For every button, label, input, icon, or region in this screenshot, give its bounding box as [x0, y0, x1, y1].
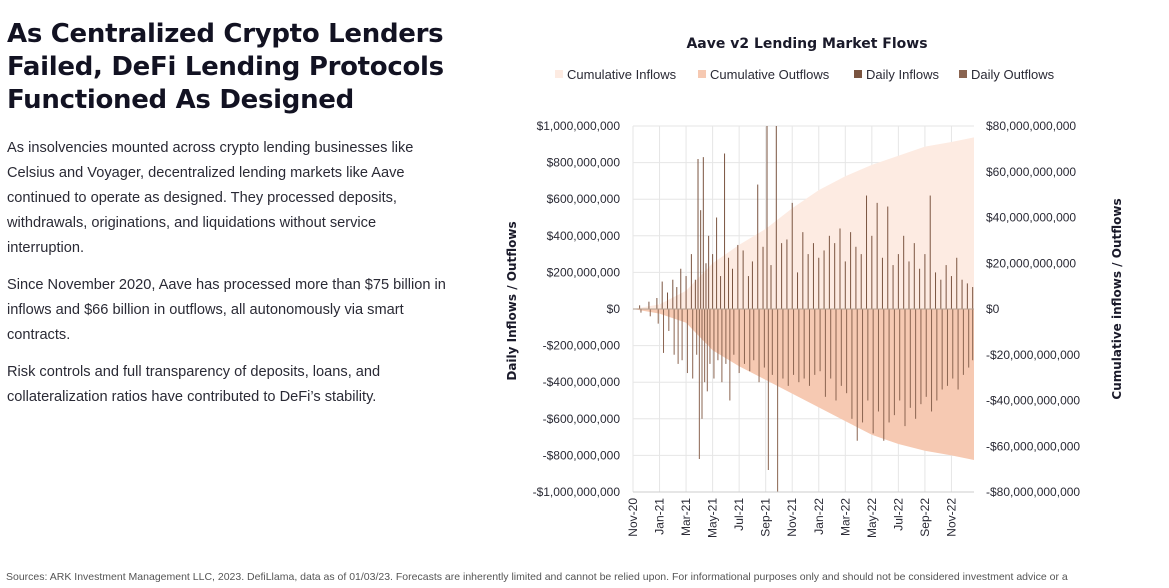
legend-label-daily-inflows: Daily Inflows: [866, 67, 939, 82]
y-right-tick-label: $60,000,000,000: [986, 165, 1076, 179]
flows-chart: Aave v2 Lending Market Flows Cumulative …: [505, 36, 1124, 538]
y-right-axis-label: Cumulative inflows / Outflows: [1110, 198, 1124, 399]
cumulative-inflows-area: [633, 137, 974, 309]
x-tick-label: Mar-21: [679, 498, 693, 536]
x-tick-label: Mar-22: [838, 498, 852, 536]
y-left-tick-label: -$800,000,000: [543, 448, 621, 462]
y-right-tick-label: -$20,000,000,000: [986, 348, 1080, 362]
cumulative-outflows-area: [633, 309, 974, 460]
y-left-tick-label: $800,000,000: [547, 156, 621, 170]
legend-label-cumulative-outflows: Cumulative Outflows: [710, 67, 830, 82]
x-tick-label: Sep-22: [918, 498, 932, 537]
y-left-tick-label: $200,000,000: [547, 265, 621, 279]
x-tick-label: Jan-22: [812, 498, 826, 535]
x-tick-label: Nov-20: [626, 498, 640, 537]
paragraph-2: Since November 2020, Aave has processed …: [7, 277, 446, 343]
y-left-tick-label: $600,000,000: [547, 192, 621, 206]
y-left-tick-label: $0: [607, 302, 621, 316]
y-left-tick-label: -$400,000,000: [543, 375, 621, 389]
paragraph-1: As insolvencies mounted across crypto le…: [7, 140, 414, 256]
x-tick-label: Jul-21: [732, 498, 746, 531]
legend-swatch-daily-outflows: [959, 70, 967, 78]
y-right-tick-label: $20,000,000,000: [986, 256, 1076, 270]
y-left-axis-label: Daily Inflows / Outflows: [505, 221, 519, 380]
y-right-tick-label: $40,000,000,000: [986, 211, 1076, 225]
x-tick-label: Nov-22: [944, 498, 958, 537]
y-right-tick-label: -$60,000,000,000: [986, 439, 1080, 453]
y-left-tick-label: $1,000,000,000: [537, 119, 621, 133]
plot-area: $1,000,000,000 $800,000,000 $600,000,000 $4…: [533, 119, 1081, 538]
body-text: As insolvencies mounted across crypto le…: [7, 136, 457, 422]
legend-swatch-cumulative-inflows: [555, 70, 563, 78]
y-right-tick-label: -$40,000,000,000: [986, 394, 1080, 408]
page-title: As Centralized Crypto Lenders Failed, De…: [7, 19, 444, 115]
legend-label-daily-outflows: Daily Outflows: [971, 67, 1055, 82]
y-left-tick-label: $400,000,000: [547, 229, 621, 243]
chart-legend: Cumulative Inflows Cumulative Outflows D…: [555, 67, 1055, 82]
paragraph-3: Risk controls and full transparency of d…: [7, 364, 381, 405]
y-left-tick-label: -$600,000,000: [543, 412, 621, 426]
chart-title: Aave v2 Lending Market Flows: [686, 36, 927, 52]
y-left-tick-label: -$1,000,000,000: [533, 485, 621, 499]
legend-swatch-daily-inflows: [854, 70, 862, 78]
y-right-tick-label: $0: [986, 302, 1000, 316]
y-right-tick-label: -$80,000,000,000: [986, 485, 1080, 499]
x-tick-label: Jul-22: [891, 498, 905, 531]
x-tick-label: May-22: [865, 498, 879, 538]
legend-label-cumulative-inflows: Cumulative Inflows: [567, 67, 677, 82]
x-tick-label: Sep-21: [759, 498, 773, 537]
x-tick-label: Jan-21: [653, 498, 667, 535]
footnote: Sources: ARK Investment Management LLC, …: [6, 571, 1068, 583]
x-tick-label: May-21: [706, 498, 720, 538]
legend-swatch-cumulative-outflows: [698, 70, 706, 78]
y-right-tick-label: $80,000,000,000: [986, 119, 1076, 133]
y-left-tick-label: -$200,000,000: [543, 339, 621, 353]
x-tick-label: Nov-21: [785, 498, 799, 537]
